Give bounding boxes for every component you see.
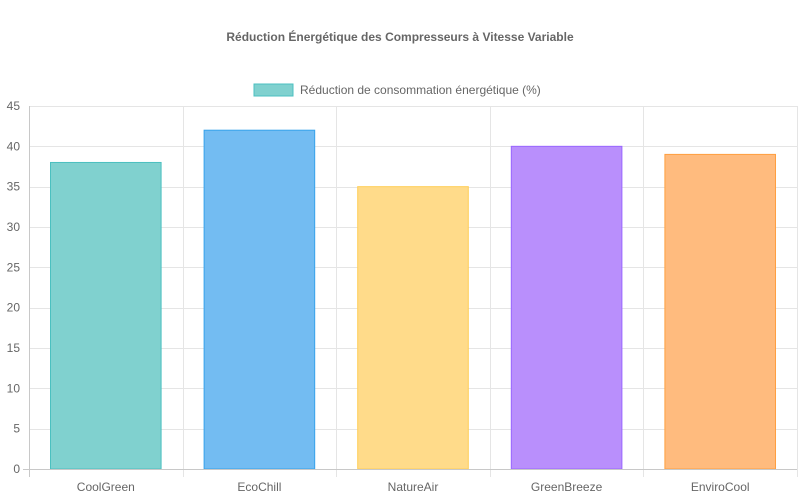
- axes: [23, 106, 797, 477]
- bar-envirocool[interactable]: [664, 153, 776, 470]
- y-tick-label: 40: [7, 139, 21, 153]
- y-tick-label: 5: [13, 422, 20, 436]
- y-tick-label: 45: [7, 99, 21, 113]
- x-tick-label: NatureAir: [388, 480, 439, 494]
- chart-title: Réduction Énergétique des Compresseurs à…: [226, 29, 574, 44]
- x-tick-label: EnviroCool: [691, 480, 750, 494]
- y-tick-label: 20: [7, 301, 21, 315]
- y-tick-label: 25: [7, 260, 21, 274]
- x-tick-label: GreenBreeze: [531, 480, 603, 494]
- y-tick-label: 30: [7, 220, 21, 234]
- y-tick-label: 15: [7, 341, 21, 355]
- x-axis-ticks: CoolGreen EcoChill NatureAir GreenBreeze Env…: [77, 480, 750, 494]
- bar-natureair[interactable]: [357, 186, 469, 470]
- bars: [50, 129, 776, 470]
- y-axis-ticks: 0 5 10 15 20 25 30 35 40 45: [7, 99, 21, 476]
- y-tick-label: 35: [7, 180, 21, 194]
- x-tick-label: CoolGreen: [77, 480, 135, 494]
- y-tick-label: 0: [13, 462, 20, 476]
- y-tick-label: 10: [7, 381, 21, 395]
- bar-coolgreen[interactable]: [50, 161, 162, 470]
- legend-swatch: [253, 83, 294, 97]
- legend-label: Réduction de consommation énergétique (%…: [300, 83, 541, 97]
- legend[interactable]: Réduction de consommation énergétique (%…: [253, 83, 541, 97]
- x-tick-label: EcoChill: [237, 480, 281, 494]
- bar-greenbreeze[interactable]: [510, 145, 623, 470]
- bar-ecochill[interactable]: [203, 129, 316, 470]
